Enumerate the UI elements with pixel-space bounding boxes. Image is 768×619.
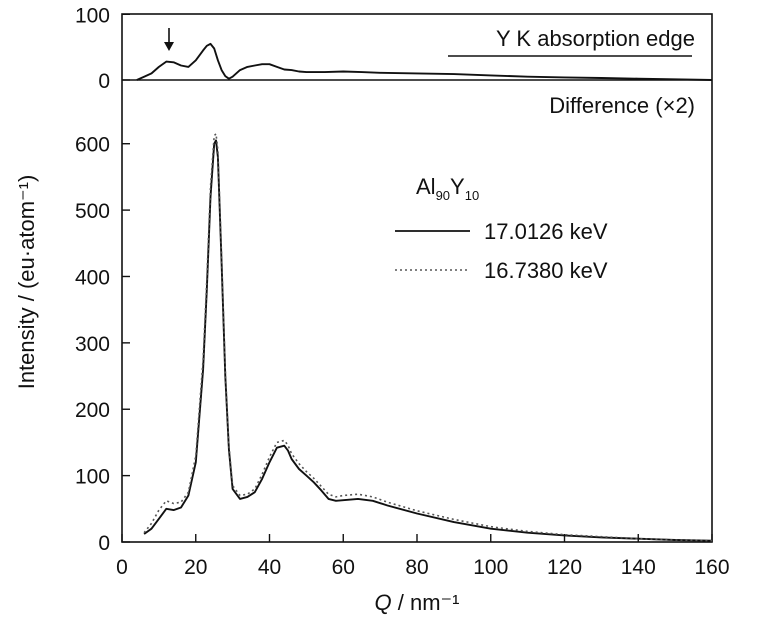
- y-tick-label: 100: [75, 466, 110, 489]
- x-tick-label: 140: [621, 556, 656, 579]
- y-tick-label: 500: [75, 200, 110, 223]
- y-tick-label: 0: [98, 532, 110, 555]
- difference-annotation-label: Difference (×2): [549, 93, 695, 118]
- series-lines: [136, 42, 713, 542]
- x-tick-label: 0: [116, 556, 128, 579]
- x-axis-ticks: 0 20 40 60 80 100 120 140 160: [116, 534, 730, 579]
- top-panel-ticks: 0 100: [75, 4, 712, 93]
- legend: Al90Y10 17.0126 keV 16.7380 keV: [395, 174, 608, 283]
- x-tick-label: 20: [184, 556, 207, 579]
- y-axis-ticks: 0 100 200 300 400 500 600: [75, 134, 130, 555]
- series-line-1: [143, 139, 713, 542]
- legend-label-series-1: 17.0126 keV: [484, 219, 608, 244]
- y-axis-title: Intensity / (eu·atom⁻¹): [14, 175, 39, 390]
- x-tick-label: 40: [258, 556, 281, 579]
- y-tick-label: 300: [75, 333, 110, 356]
- y-tick-label: 600: [75, 134, 110, 157]
- x-tick-label: 120: [547, 556, 582, 579]
- arrow-icon: [164, 28, 174, 51]
- y-tick-label: 200: [75, 399, 110, 422]
- legend-label-series-2: 16.7380 keV: [484, 258, 608, 283]
- x-tick-label: 80: [405, 556, 428, 579]
- top-tick-label: 0: [98, 70, 110, 93]
- x-tick-label: 100: [473, 556, 508, 579]
- x-tick-label: 60: [332, 556, 355, 579]
- y-tick-label: 400: [75, 266, 110, 289]
- series-line-2: [143, 133, 713, 542]
- x-tick-label: 160: [694, 556, 729, 579]
- top-tick-label: 100: [75, 4, 110, 27]
- legend-title: Al90Y10: [416, 174, 479, 203]
- x-axis-title: Q / nm⁻¹: [375, 590, 460, 615]
- edge-annotation-label: Y K absorption edge: [496, 26, 695, 51]
- difference-line: [136, 42, 713, 81]
